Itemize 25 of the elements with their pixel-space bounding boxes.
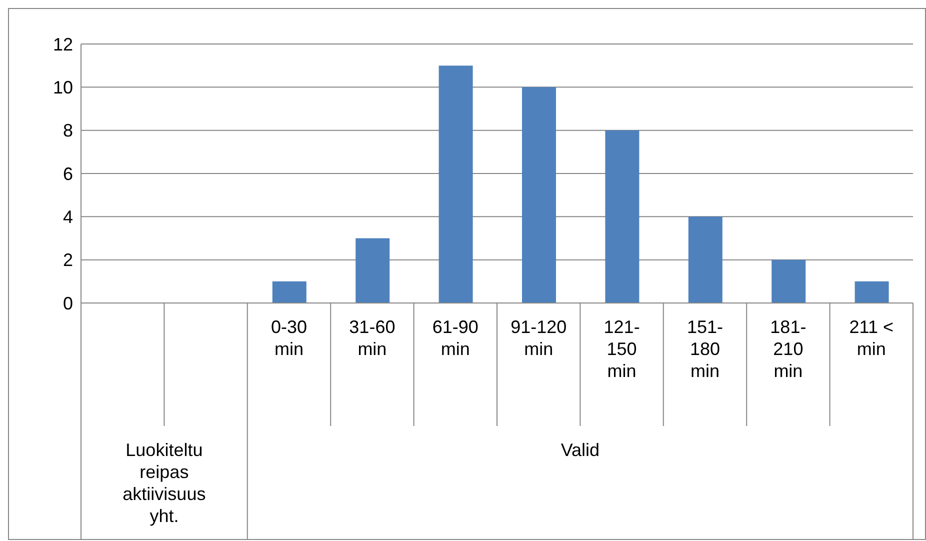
x-tick-label: 61-90 min (432, 317, 478, 359)
y-tick-label: 12 (52, 34, 73, 54)
x-tick-label: 121-150 min (604, 317, 640, 381)
bar (438, 66, 473, 303)
bar (605, 130, 640, 303)
y-tick-label: 8 (62, 120, 73, 141)
y-tick-label: 6 (62, 164, 73, 184)
text: Luokiteltu reipas aktiivisuus yht. (122, 440, 206, 526)
x-tick-label: 91-120 min (510, 317, 567, 359)
bar (522, 87, 556, 303)
x-tick-label: 0-30 min (270, 317, 308, 359)
y-tick-label: 0 (62, 293, 73, 314)
x-tick-label: 181-210 min (770, 317, 806, 381)
x-tick-label: 31-60 min (349, 317, 396, 359)
text: Valid (560, 440, 600, 460)
bar (356, 238, 390, 303)
bar (772, 260, 806, 303)
y-tick-label: 4 (62, 207, 73, 228)
bar (854, 281, 889, 303)
x-tick-label: 211 < min (849, 317, 894, 359)
bar (688, 216, 722, 303)
y-tick-label: 2 (62, 250, 73, 270)
x-tick-label: 151-180 min (686, 317, 724, 381)
bar (272, 281, 306, 303)
y-tick-label: 10 (52, 78, 73, 98)
